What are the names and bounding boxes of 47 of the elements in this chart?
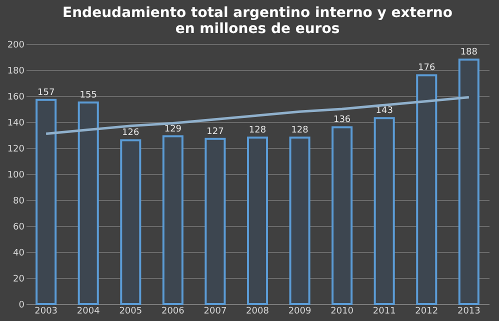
data-label: 143 [376, 106, 393, 116]
x-tick-label: 2010 [330, 306, 354, 316]
x-tick-label: 2008 [246, 306, 270, 316]
data-label: 127 [206, 126, 224, 137]
x-tick-label: 2003 [34, 306, 58, 316]
bar [289, 136, 310, 305]
bar [36, 98, 57, 305]
y-tick-label: 160 [7, 92, 25, 102]
y-tick-label: 0 [18, 300, 25, 310]
bar [120, 139, 142, 305]
x-tick-label: 2006 [161, 306, 185, 316]
bar [246, 136, 268, 305]
bar [416, 74, 438, 305]
y-tick-label: 140 [7, 118, 25, 128]
x-tick-label: 2007 [204, 306, 227, 316]
x-tick-label: 2009 [288, 306, 312, 316]
bar [332, 126, 353, 305]
x-tick-label: 2013 [457, 306, 480, 316]
x-tick-label: 2011 [372, 306, 396, 316]
y-tick-label: 180 [7, 66, 25, 76]
x-tick-label: 2012 [415, 306, 438, 316]
data-label: 128 [291, 126, 309, 136]
x-tick-label: 2005 [119, 306, 142, 316]
y-tick-label: 80 [13, 196, 25, 206]
bar [78, 102, 99, 305]
data-label: 155 [80, 90, 97, 100]
data-label: 176 [418, 63, 436, 74]
line-series [44, 96, 470, 135]
y-tick-label: 100 [7, 170, 25, 180]
bar [162, 135, 184, 305]
text: Endeudamiento total argentino interno y externo [62, 5, 452, 21]
x-tick-label: 2004 [76, 306, 100, 316]
y-tick-label: 60 [13, 222, 25, 232]
bar [458, 58, 480, 305]
data-label: 128 [248, 126, 266, 136]
bar [374, 117, 395, 305]
y-tick-label: 200 [7, 40, 25, 50]
data-label: 129 [164, 124, 182, 134]
bar [204, 138, 226, 305]
y-tick-label: 40 [13, 248, 25, 258]
y-tick-label: 20 [13, 274, 25, 284]
data-label: 157 [37, 88, 55, 98]
y-tick-label: 120 [7, 144, 25, 154]
data-label: 136 [333, 115, 351, 126]
text: en millones de euros [175, 21, 340, 37]
data-label: 188 [460, 48, 478, 58]
data-label: 126 [122, 128, 140, 138]
